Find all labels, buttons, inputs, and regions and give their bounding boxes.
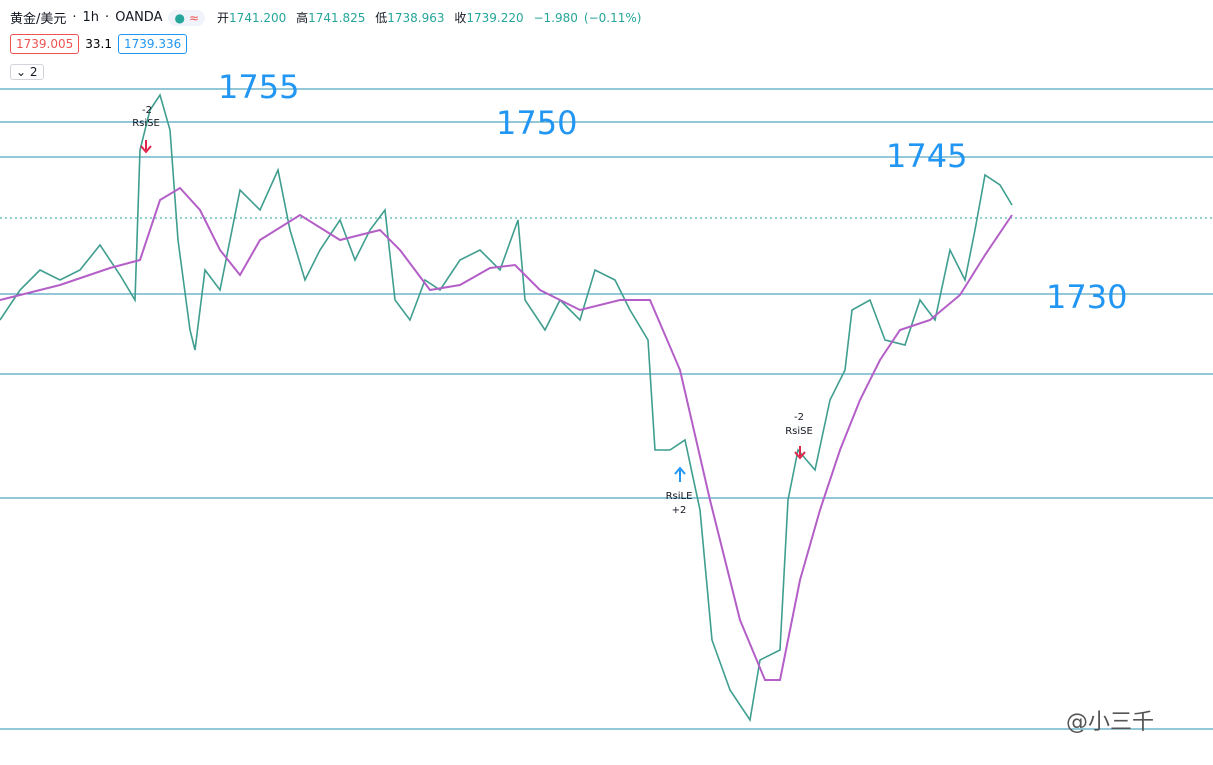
signal-qty: -2 <box>142 105 152 116</box>
level-label: 1745 <box>886 137 967 175</box>
indicator-toggle[interactable]: ⌄ 2 <box>10 64 44 80</box>
interval[interactable]: 1h <box>82 10 100 25</box>
level-label: 1730 <box>1046 278 1127 316</box>
signal-name: RsiSE <box>132 118 160 129</box>
close-label: 收 <box>454 11 467 25</box>
status-dot: ● <box>174 10 185 25</box>
signal-qty: -2 <box>794 412 804 423</box>
moving-average <box>0 186 1013 681</box>
ohlc: 开1741.200 高1741.825 低1738.963 收1739.220 … <box>217 9 647 26</box>
high-value: 1741.825 <box>308 11 366 25</box>
level-label: 1750 <box>496 104 577 142</box>
change: −1.980 <box>533 11 578 25</box>
price-path <box>0 93 1013 723</box>
trade-row: 1739.005 33.1 1739.336 <box>10 34 188 54</box>
broker: OANDA <box>115 10 163 25</box>
open-value: 1741.200 <box>229 11 287 25</box>
signal-qty: +2 <box>672 505 687 516</box>
close-value: 1739.220 <box>466 11 524 25</box>
buy-arrow <box>674 466 686 482</box>
separator: · <box>105 10 110 25</box>
symbol[interactable]: 黄金/美元 <box>10 12 67 27</box>
sell-arrow <box>140 140 152 154</box>
horizontal-lines <box>0 88 1213 730</box>
watermark: @小三千 <box>1066 710 1155 735</box>
separator: · <box>72 10 77 25</box>
header: 黄金/美元 · 1h · OANDA ● ≈ 开1741.200 高1741.8… <box>10 8 647 27</box>
sell-arrow <box>794 446 806 460</box>
indicator-count: 2 <box>29 65 38 79</box>
high-label: 高 <box>296 11 309 25</box>
low-label: 低 <box>375 11 388 25</box>
open-label: 开 <box>217 11 230 25</box>
signal-name: RsiLE <box>666 491 693 502</box>
low-value: 1738.963 <box>387 11 445 25</box>
level-label: 1755 <box>218 68 299 106</box>
spread: 33.1 <box>85 37 112 51</box>
change-pct: (−0.11%) <box>583 11 642 25</box>
sell-price[interactable]: 1739.005 <box>10 34 80 54</box>
buy-price[interactable]: 1739.336 <box>117 34 188 54</box>
signal-name: RsiSE <box>785 426 813 437</box>
status-icon: ≈ <box>188 10 200 25</box>
status-badge[interactable]: ● ≈ <box>168 9 206 26</box>
